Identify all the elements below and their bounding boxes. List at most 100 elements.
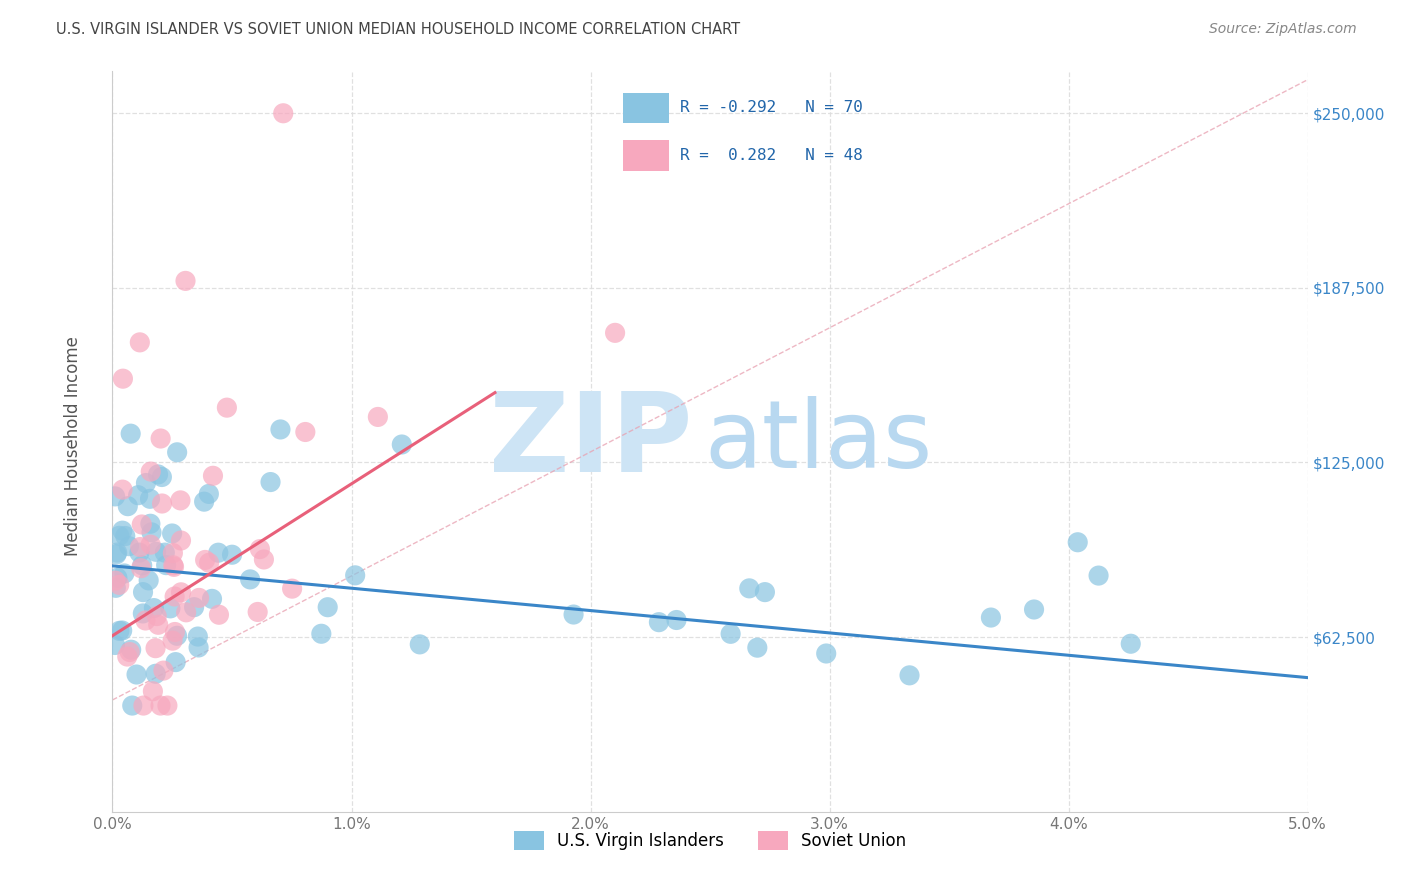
Point xyxy=(166,629,188,643)
Point xyxy=(207,546,229,560)
Point xyxy=(108,529,131,543)
Point xyxy=(120,642,142,657)
Point xyxy=(294,425,316,439)
Point xyxy=(121,698,143,713)
Point xyxy=(111,483,134,497)
Point xyxy=(1119,637,1142,651)
Point xyxy=(111,524,134,538)
Point xyxy=(108,624,131,638)
Point xyxy=(108,578,131,592)
Point xyxy=(409,637,432,651)
Point xyxy=(127,488,149,502)
Text: Median Household Income: Median Household Income xyxy=(65,336,82,556)
Point xyxy=(198,556,221,570)
Point xyxy=(253,552,276,566)
Point xyxy=(815,647,838,661)
Point xyxy=(132,607,155,621)
Point xyxy=(162,546,184,560)
Point xyxy=(174,274,197,288)
Point xyxy=(183,600,205,615)
Point xyxy=(131,517,153,532)
Point xyxy=(134,614,156,628)
Legend: U.S. Virgin Islanders, Soviet Union: U.S. Virgin Islanders, Soviet Union xyxy=(508,824,912,856)
Point xyxy=(391,437,413,451)
Point xyxy=(1067,535,1090,549)
Point xyxy=(166,445,188,459)
Point xyxy=(201,468,224,483)
Point xyxy=(125,667,148,681)
Text: atlas: atlas xyxy=(704,395,932,488)
Point xyxy=(104,574,127,588)
Point xyxy=(603,326,626,340)
Point xyxy=(316,600,339,615)
Point xyxy=(156,698,179,713)
Text: U.S. VIRGIN ISLANDER VS SOVIET UNION MEDIAN HOUSEHOLD INCOME CORRELATION CHART: U.S. VIRGIN ISLANDER VS SOVIET UNION MED… xyxy=(56,22,741,37)
Point xyxy=(155,558,177,573)
Point xyxy=(194,553,217,567)
Point xyxy=(187,640,209,655)
Point xyxy=(249,542,271,557)
Point xyxy=(162,633,184,648)
Point xyxy=(169,493,191,508)
Point xyxy=(648,615,671,629)
Point xyxy=(128,546,150,560)
Point xyxy=(132,698,155,713)
Point xyxy=(193,494,215,508)
Point xyxy=(159,601,181,615)
Point xyxy=(246,605,269,619)
Point xyxy=(754,585,776,599)
Point xyxy=(104,638,127,652)
Point xyxy=(1022,602,1045,616)
Point xyxy=(239,573,262,587)
Text: ZIP: ZIP xyxy=(489,388,692,495)
Point xyxy=(562,607,585,622)
Point xyxy=(150,496,173,510)
Point xyxy=(150,470,173,484)
Point xyxy=(149,698,172,713)
Point xyxy=(187,630,209,644)
Point xyxy=(165,655,187,669)
Point xyxy=(163,590,186,604)
Point xyxy=(129,561,152,575)
Point xyxy=(980,610,1002,624)
Point xyxy=(145,666,167,681)
Point xyxy=(112,566,135,581)
Point xyxy=(153,546,176,560)
Point xyxy=(142,684,165,698)
Point xyxy=(163,560,186,574)
Point xyxy=(208,607,231,622)
FancyBboxPatch shape xyxy=(623,140,669,170)
Point xyxy=(145,545,167,559)
Point xyxy=(344,568,367,582)
Point xyxy=(174,605,197,619)
Point xyxy=(111,624,134,638)
Point xyxy=(259,475,281,489)
Point xyxy=(142,601,165,615)
Point xyxy=(145,641,167,656)
Point xyxy=(198,487,221,501)
Point xyxy=(201,591,224,606)
Point xyxy=(160,526,183,541)
Point xyxy=(105,547,128,561)
Point xyxy=(139,491,162,506)
Point xyxy=(269,422,291,436)
Point xyxy=(105,545,128,559)
Point xyxy=(898,668,921,682)
FancyBboxPatch shape xyxy=(623,93,669,123)
Point xyxy=(131,558,153,573)
Point xyxy=(141,525,163,540)
Point xyxy=(149,432,172,446)
Point xyxy=(105,571,128,585)
Point xyxy=(146,609,169,624)
Point xyxy=(104,581,127,595)
Point xyxy=(146,467,169,482)
Point xyxy=(281,582,304,596)
Text: R =  0.282   N = 48: R = 0.282 N = 48 xyxy=(681,148,863,162)
Point xyxy=(148,617,170,632)
Point xyxy=(665,613,688,627)
Point xyxy=(738,582,761,596)
Point xyxy=(271,106,294,120)
Point xyxy=(117,649,139,664)
Text: R = -0.292   N = 70: R = -0.292 N = 70 xyxy=(681,101,863,115)
Point xyxy=(120,426,142,441)
